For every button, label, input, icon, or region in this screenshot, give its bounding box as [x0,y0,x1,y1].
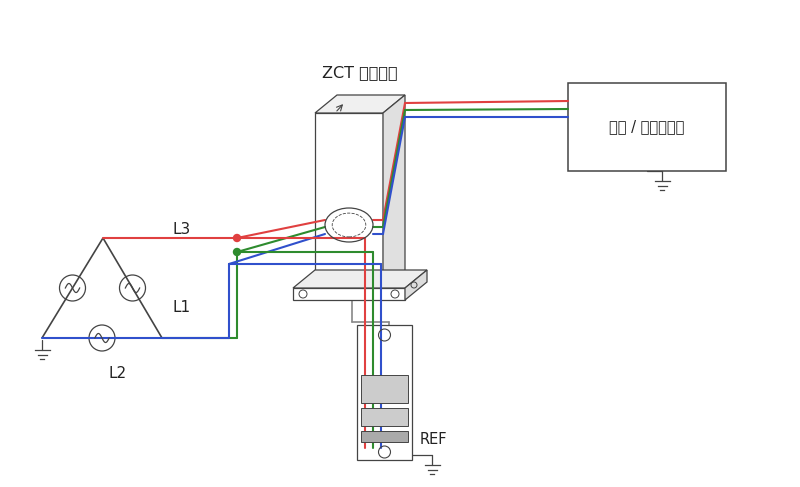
FancyBboxPatch shape [361,375,408,403]
FancyBboxPatch shape [361,408,408,426]
Text: REF: REF [420,432,447,448]
Polygon shape [383,95,405,288]
Circle shape [234,248,241,256]
Text: L2: L2 [108,367,126,381]
Text: L1: L1 [172,300,190,316]
FancyBboxPatch shape [361,431,408,442]
Text: L3: L3 [172,223,190,238]
Text: 設備 / インバータ: 設備 / インバータ [610,119,685,134]
Polygon shape [315,95,405,113]
Circle shape [234,235,241,242]
Polygon shape [293,288,405,300]
Polygon shape [293,270,427,288]
Polygon shape [315,113,383,288]
FancyBboxPatch shape [357,325,412,460]
FancyBboxPatch shape [568,83,726,171]
Polygon shape [405,270,427,300]
Polygon shape [42,238,162,338]
Text: ZCT ユニット: ZCT ユニット [322,65,398,80]
